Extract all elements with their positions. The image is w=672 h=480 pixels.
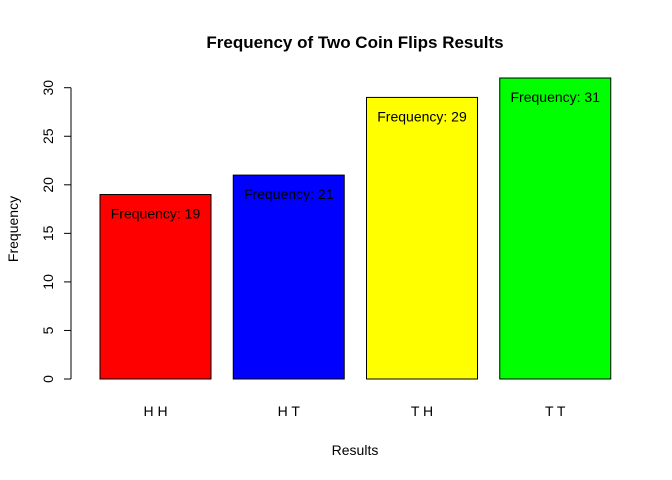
bar-data-label: Frequency: 31 — [511, 89, 601, 105]
bar-tt — [499, 77, 612, 380]
x-axis-label: Results — [332, 442, 379, 458]
y-axis-label: Frequency — [5, 196, 21, 262]
bars — [99, 77, 612, 380]
bar-data-label: Frequency: 21 — [244, 186, 334, 202]
y-tick-label: 10 — [40, 274, 56, 290]
y-axis: 0 5 10 15 20 25 30 — [40, 80, 72, 383]
y-tick-label: 25 — [40, 128, 56, 144]
x-tick-label: H H — [143, 403, 167, 419]
bar-data-label: Frequency: 19 — [111, 206, 201, 222]
data-labels: Frequency: 19 Frequency: 21 Frequency: 29 F… — [111, 89, 600, 222]
y-tick-label: 0 — [40, 375, 56, 383]
bar-data-label: Frequency: 29 — [377, 108, 467, 124]
bar-ht — [232, 174, 345, 380]
x-tick-label: T H — [411, 403, 433, 419]
x-tick-label: H T — [278, 403, 301, 419]
x-tick-label: T T — [545, 403, 566, 419]
bar-th — [366, 96, 478, 380]
bar-hh — [99, 194, 212, 380]
y-tick-label: 15 — [40, 225, 56, 241]
y-tick-label: 5 — [40, 326, 56, 334]
y-tick-label: 20 — [40, 177, 56, 193]
chart-title: Frequency of Two Coin Flips Results — [206, 33, 503, 52]
y-tick-label: 30 — [40, 80, 56, 96]
